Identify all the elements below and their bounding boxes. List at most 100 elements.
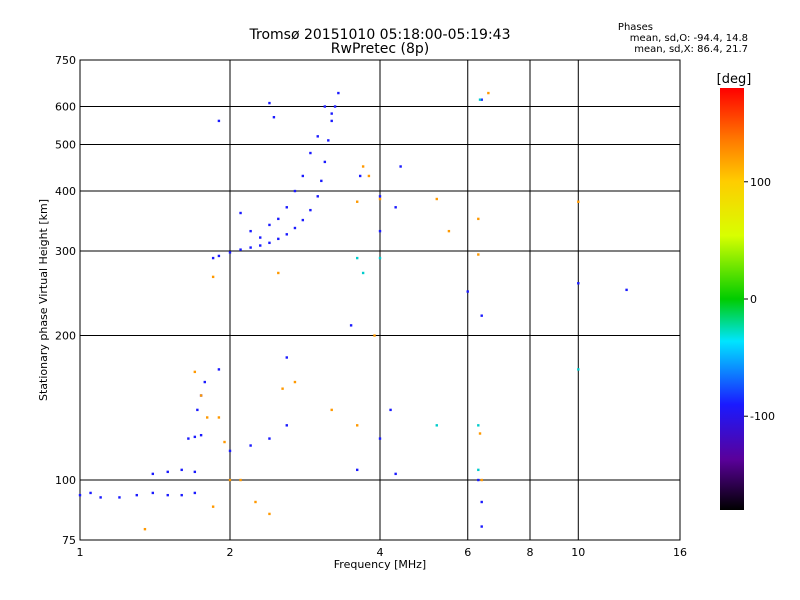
data-point bbox=[337, 91, 340, 95]
x-tick-label: 10 bbox=[571, 546, 585, 559]
colorbar-tick-label: -100 bbox=[750, 410, 775, 423]
y-axis-label: Stationary phase Virtual Height [km] bbox=[37, 199, 50, 401]
colorbar-tick-label: 0 bbox=[750, 293, 757, 306]
data-point bbox=[193, 470, 197, 474]
data-point bbox=[477, 468, 480, 472]
data-point bbox=[143, 527, 147, 531]
data-point bbox=[355, 468, 359, 472]
data-point bbox=[373, 334, 376, 337]
data-point bbox=[355, 256, 359, 260]
data-point bbox=[301, 174, 305, 178]
data-point bbox=[477, 217, 480, 221]
y-tick-label: 75 bbox=[62, 534, 76, 547]
data-point bbox=[358, 174, 362, 178]
x-tick-label: 1 bbox=[77, 546, 84, 559]
data-point bbox=[309, 151, 312, 155]
data-point bbox=[378, 229, 382, 233]
data-point bbox=[480, 500, 483, 504]
data-point bbox=[268, 437, 271, 440]
data-point bbox=[293, 189, 297, 193]
chart-subtitle: RwPretec (8p) bbox=[330, 41, 430, 57]
data-point bbox=[205, 416, 209, 419]
data-point bbox=[199, 394, 203, 397]
colorbar-gradient bbox=[720, 88, 744, 510]
data-point bbox=[293, 226, 297, 230]
data-point bbox=[330, 408, 333, 412]
data-point bbox=[477, 424, 480, 427]
x-axis-label: Frequency [MHz] bbox=[334, 558, 426, 571]
data-point bbox=[239, 211, 242, 215]
data-point bbox=[217, 119, 221, 123]
data-point bbox=[135, 493, 138, 497]
data-point bbox=[166, 470, 169, 474]
data-point bbox=[330, 119, 333, 123]
data-point bbox=[259, 236, 262, 239]
data-point bbox=[277, 271, 280, 275]
data-point bbox=[480, 314, 483, 317]
x-tick-label: 2 bbox=[227, 546, 234, 559]
y-tick-label: 750 bbox=[55, 54, 76, 67]
data-point bbox=[316, 135, 319, 138]
data-point bbox=[361, 165, 365, 168]
data-point bbox=[477, 478, 480, 482]
data-point bbox=[389, 408, 392, 412]
data-point bbox=[320, 179, 323, 183]
data-point bbox=[378, 437, 382, 440]
data-point bbox=[277, 237, 280, 241]
data-point bbox=[217, 368, 221, 371]
data-point bbox=[268, 223, 271, 227]
data-point bbox=[254, 500, 257, 504]
data-point bbox=[330, 112, 333, 115]
data-point bbox=[301, 218, 305, 222]
data-point bbox=[285, 206, 288, 209]
data-point bbox=[180, 493, 183, 497]
data-point bbox=[228, 478, 232, 482]
data-point bbox=[89, 491, 92, 495]
data-point bbox=[577, 200, 580, 203]
grid-lines bbox=[80, 60, 680, 540]
y-tick-label: 500 bbox=[55, 139, 76, 152]
data-point bbox=[217, 416, 221, 419]
data-point bbox=[378, 197, 382, 201]
data-point bbox=[399, 165, 402, 168]
data-point bbox=[349, 324, 353, 327]
phases-x-stats: mean, sd,X: 86.4, 21.7 bbox=[634, 44, 748, 55]
y-tick-label: 600 bbox=[55, 101, 76, 114]
data-point bbox=[193, 370, 197, 374]
data-point bbox=[480, 525, 483, 528]
data-point bbox=[193, 491, 197, 495]
data-point bbox=[378, 256, 382, 260]
x-tick-label: 6 bbox=[464, 546, 471, 559]
data-point bbox=[316, 195, 319, 198]
data-point bbox=[355, 200, 359, 203]
colorbar-ticks: 100 0 -100 bbox=[744, 176, 775, 423]
data-point bbox=[228, 449, 232, 453]
data-point bbox=[199, 433, 203, 437]
data-point bbox=[180, 468, 183, 472]
data-point bbox=[435, 424, 438, 427]
data-point bbox=[211, 256, 215, 260]
data-point bbox=[480, 478, 483, 482]
data-point bbox=[259, 244, 262, 247]
data-point bbox=[447, 229, 451, 233]
data-point bbox=[249, 246, 252, 249]
data-point bbox=[285, 233, 288, 236]
x-tick-label: 8 bbox=[527, 546, 534, 559]
data-point bbox=[211, 505, 215, 508]
data-point bbox=[249, 444, 252, 447]
data-point bbox=[478, 98, 482, 101]
phases-o-stats: mean, sd,O: -94.4, 14.8 bbox=[629, 33, 748, 44]
data-point bbox=[285, 356, 288, 359]
data-point bbox=[99, 496, 102, 499]
data-point bbox=[166, 493, 169, 497]
data-point bbox=[435, 197, 438, 201]
data-point bbox=[239, 248, 242, 251]
data-point bbox=[293, 380, 297, 384]
data-point bbox=[285, 424, 288, 427]
data-point bbox=[151, 491, 155, 495]
data-point bbox=[281, 387, 284, 390]
data-point bbox=[355, 424, 359, 427]
data-point bbox=[118, 496, 121, 499]
data-point bbox=[478, 432, 482, 435]
